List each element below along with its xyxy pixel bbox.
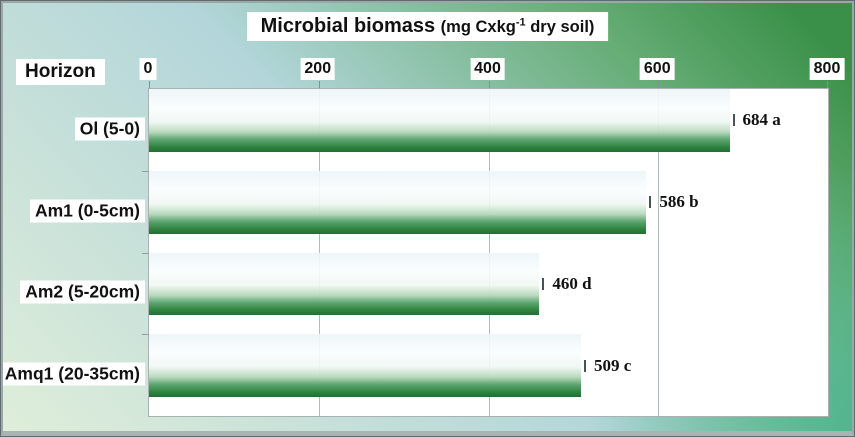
category-label-ol: Ol (5-0) [74,117,145,141]
category-axis-tick [142,170,149,172]
axis-label-horizon: Horizon [16,59,105,85]
value-label: 684 a [742,110,781,130]
x-tick-label-200: 200 [300,58,336,80]
category-label-amq1: Amq1 (20-35cm) [3,362,145,386]
category-axis-tick [142,334,149,336]
chart-title: Microbial biomass (mg Cxkg-1 dry soil) [246,12,609,41]
category-label-am2: Am2 (5-20cm) [20,280,145,304]
error-bar-cap [732,114,735,127]
bar-amq1 [149,334,586,398]
axis-tick [827,81,828,88]
axis-tick [658,81,660,88]
bar-am1 [149,170,652,234]
error-bar-cap [542,277,545,290]
axis-tick [318,81,320,88]
bar-row: 586 b [149,170,828,253]
chart-title-text: Microbial biomass [260,15,436,37]
category-label-am1: Am1 (0-5cm) [29,199,145,223]
axis-tick [149,81,150,88]
x-tick-label-400: 400 [470,58,505,80]
error-bar-cap [649,196,652,209]
gridline-600 [658,89,660,416]
x-tick-label-600: 600 [639,58,675,80]
x-axis-tick-labels: 0 200 400 600 800 [139,58,845,82]
error-bar-cap [584,359,586,372]
bar-row: 460 d [149,252,828,335]
plot-area: 684 a 586 b 460 d [142,81,829,417]
x-tick-label-800: 800 [809,58,845,80]
axis-tick [488,81,490,88]
bar-ol [149,89,735,152]
chart-title-units: (mg Cxkg-1 dry soil) [440,16,595,37]
x-tick-label-0: 0 [139,58,157,80]
bar-am2 [149,252,545,316]
value-label: 509 c [594,355,632,375]
value-label: 586 b [659,192,699,212]
category-axis-tick [142,252,149,254]
bar-row: 509 c [149,334,828,416]
bar-row: 684 a [149,89,828,171]
value-label: 460 d [552,273,592,293]
